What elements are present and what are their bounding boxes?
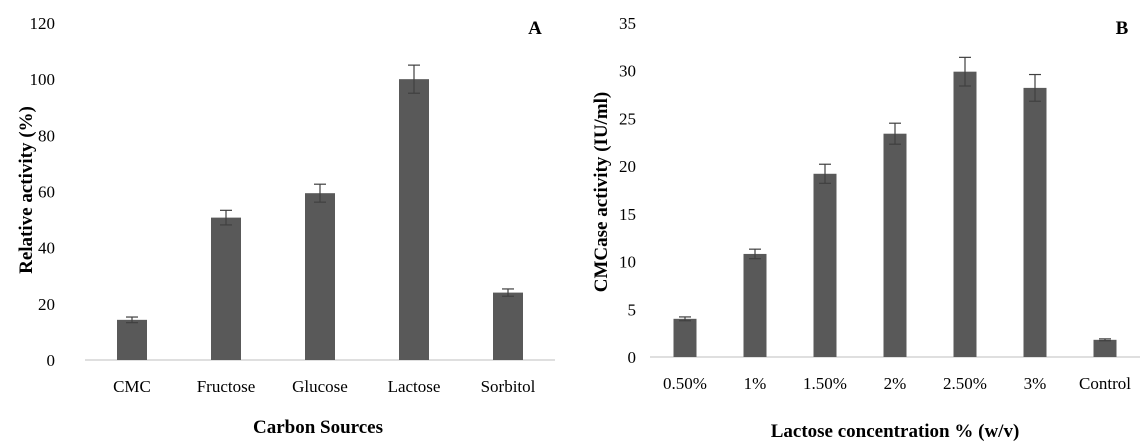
chart-b-y-tick-label: 5: [628, 300, 637, 319]
chart-a-bar: [305, 193, 335, 360]
chart-a-x-tick-label: Sorbitol: [481, 377, 536, 396]
chart-a-x-tick-label: Lactose: [388, 377, 441, 396]
chart-b-y-tick-label: 10: [619, 253, 636, 272]
chart-a-y-tick-label: 100: [30, 70, 56, 89]
chart-a-bar: [211, 217, 241, 360]
chart-a-bar: [117, 319, 147, 360]
chart-a-panel-label: A: [528, 18, 542, 39]
chart-b-bar: [743, 253, 767, 357]
chart-b-bar: [883, 133, 907, 357]
chart-a-y-tick-label: 60: [38, 183, 55, 202]
chart-b-x-tick-label: 3%: [1024, 374, 1047, 393]
chart-b-bar: [1093, 339, 1117, 357]
chart-b-x-tick-label: Control: [1079, 374, 1131, 393]
chart-b-y-tick-label: 20: [619, 157, 636, 176]
chart-a-y-axis-title: Relative activity (%): [16, 106, 37, 274]
chart-a-bar: [493, 292, 523, 360]
chart-b-x-tick-label: 0.50%: [663, 374, 707, 393]
chart-b-x-tick-label: 2%: [884, 374, 907, 393]
chart-b-y-tick-label: 15: [619, 205, 636, 224]
chart-a-y-tick-label: 20: [38, 295, 55, 314]
chart-b: B CMCase activity (IU/ml) Lactose concen…: [591, 14, 1140, 442]
chart-b-panel-label: B: [1116, 18, 1129, 39]
chart-b-y-tick-label: 30: [619, 62, 636, 81]
chart-b-bar: [1023, 87, 1047, 358]
chart-a-y-tick-label: 80: [38, 126, 55, 145]
chart-a-x-tick-label: Fructose: [197, 377, 256, 396]
chart-b-y-tick-label: 0: [628, 348, 637, 367]
chart-a-y-tick-label: 120: [30, 14, 56, 33]
chart-b-x-tick-label: 1.50%: [803, 374, 847, 393]
chart-a-x-axis-title: Carbon Sources: [253, 417, 383, 438]
chart-a-x-tick-label: Glucose: [292, 377, 348, 396]
chart-b-x-tick-label: 1%: [744, 374, 767, 393]
chart-a-y-tick-label: 40: [38, 239, 55, 258]
chart-b-y-tick-label: 25: [619, 109, 636, 128]
chart-b-bar: [953, 71, 977, 357]
chart-b-x-tick-label: 2.50%: [943, 374, 987, 393]
chart-a-bar: [399, 79, 429, 361]
chart-a-y-tick-label: 0: [47, 351, 56, 370]
chart-b-bar: [813, 173, 837, 357]
chart-b-y-axis-title: CMCase activity (IU/ml): [591, 92, 612, 293]
chart-b-x-axis-title: Lactose concentration % (w/v): [771, 421, 1020, 442]
chart-b-bar: [673, 318, 697, 357]
chart-a: A Relative activity (%) Carbon Sources 0…: [16, 14, 555, 438]
chart-a-x-tick-label: CMC: [113, 377, 151, 396]
chart-b-y-tick-label: 35: [619, 14, 636, 33]
